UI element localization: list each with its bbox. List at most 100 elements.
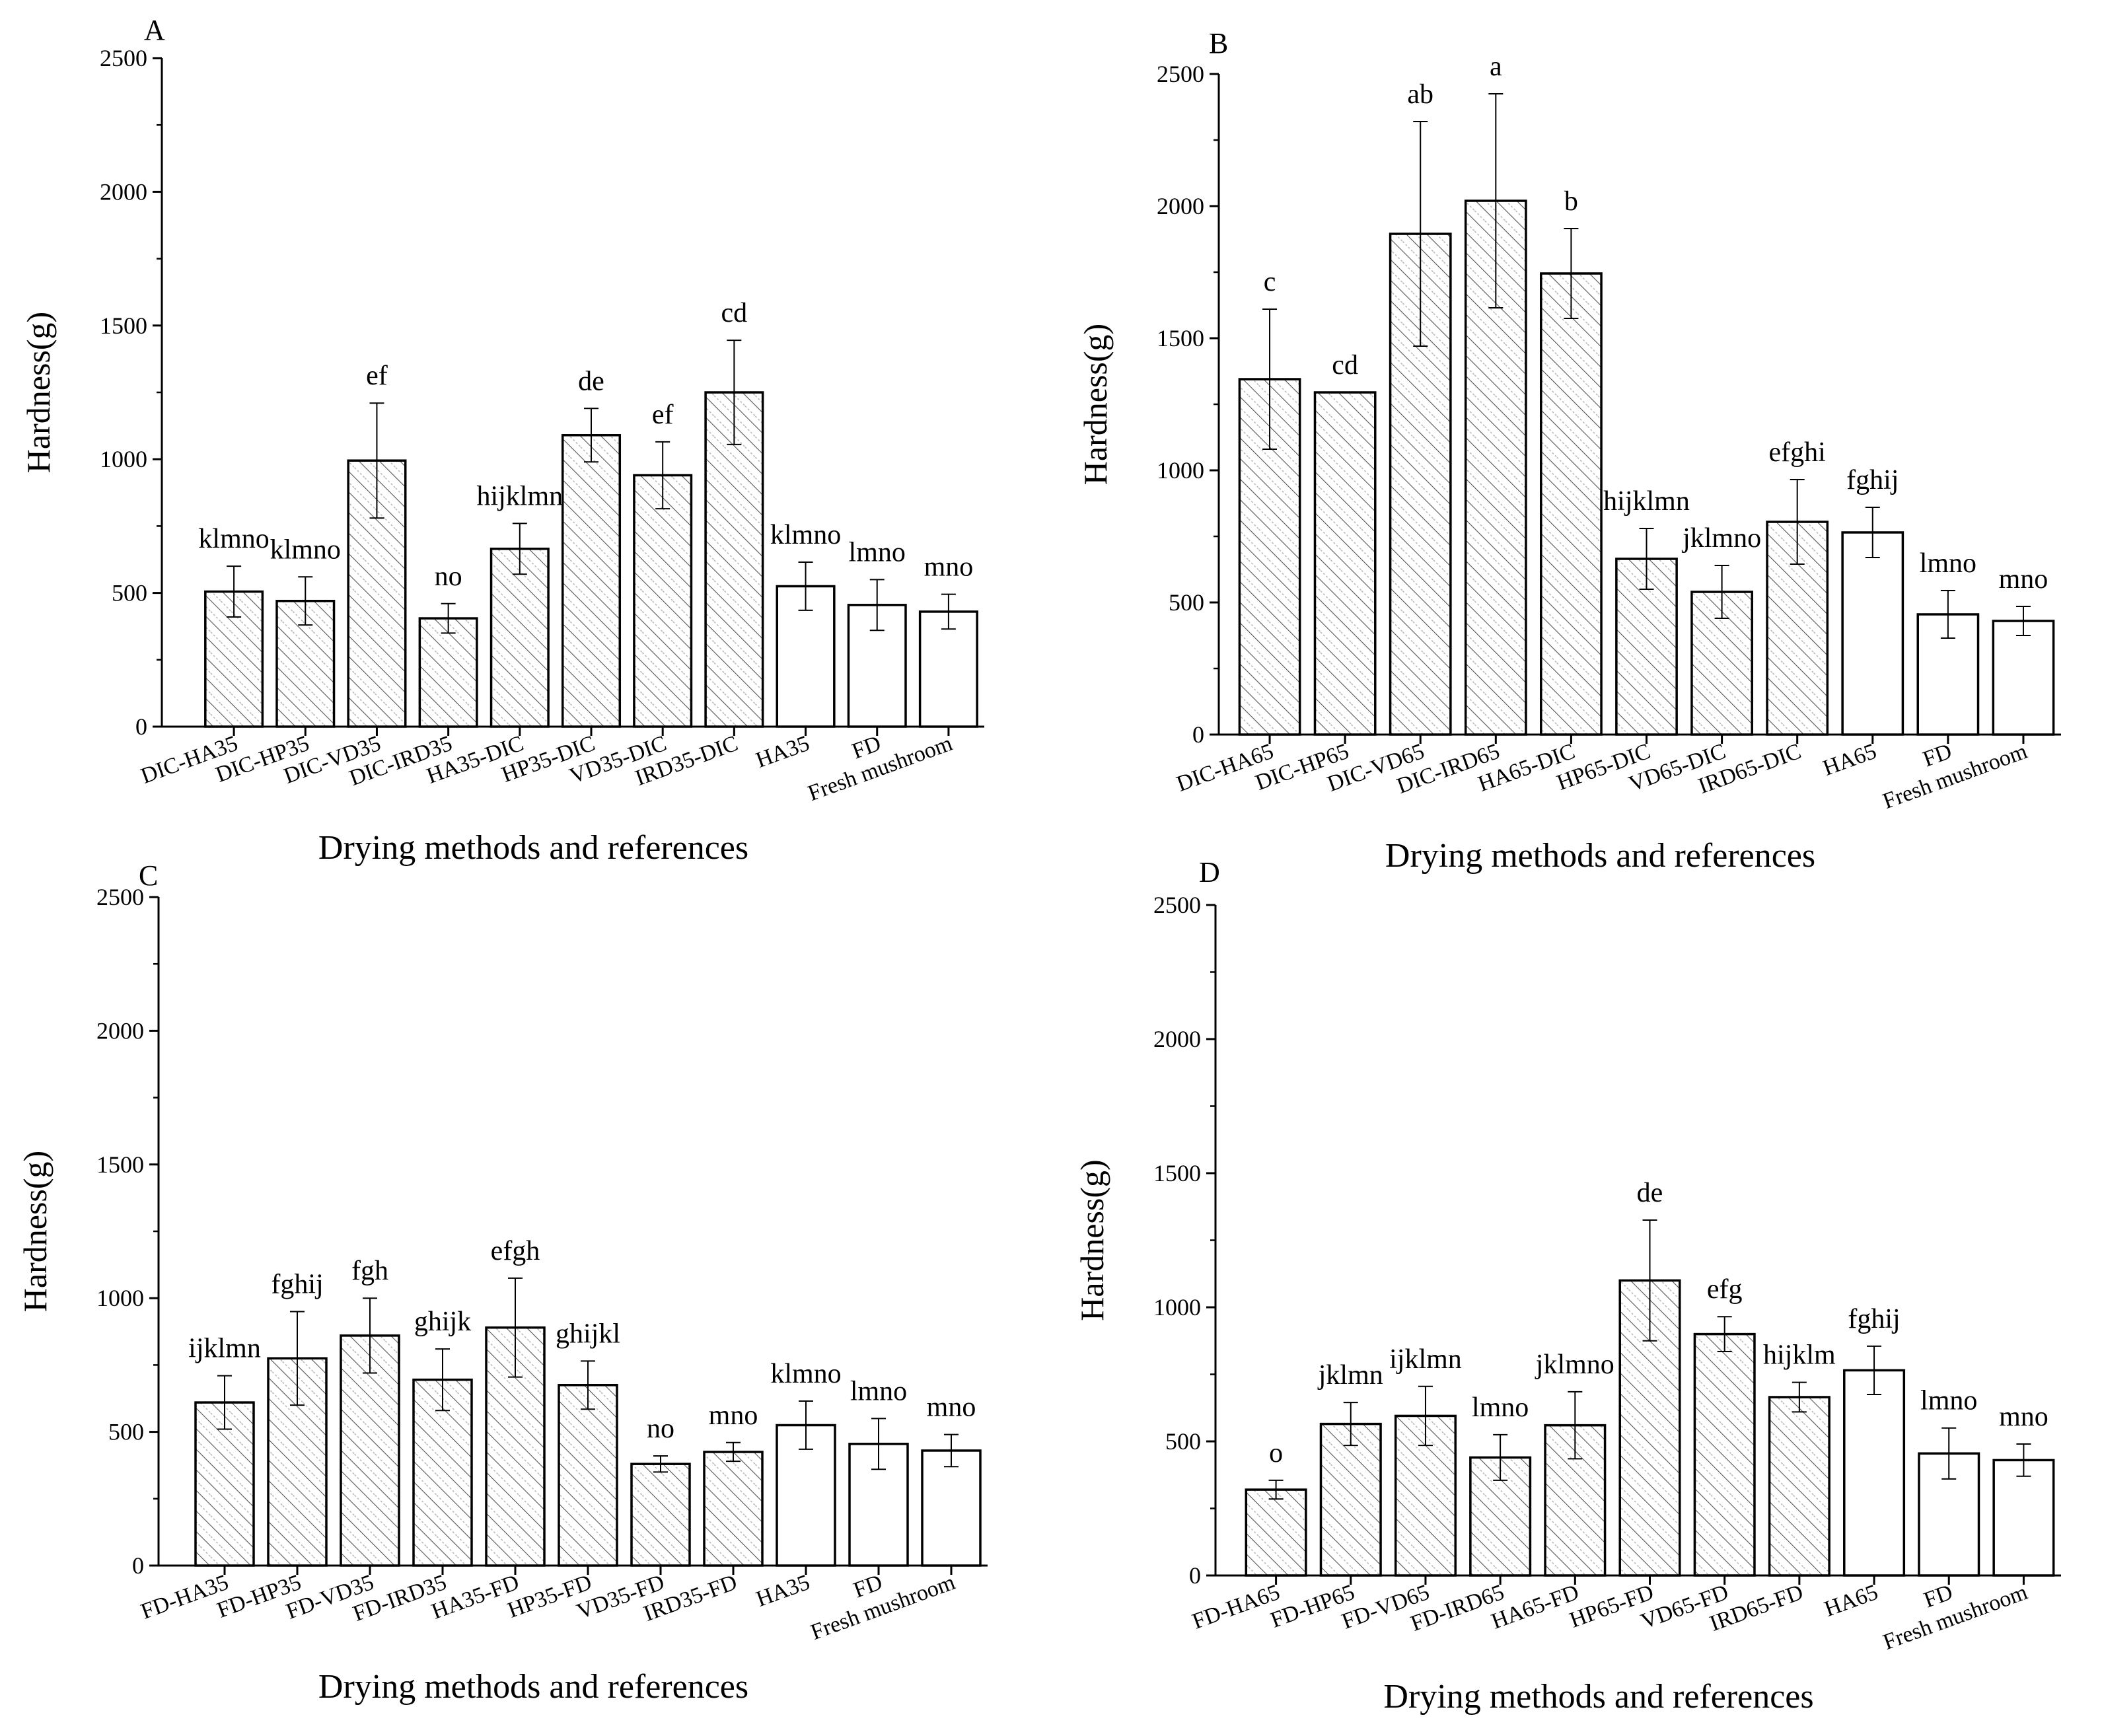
bar-ird35-fd xyxy=(703,1451,764,1567)
bar-dic-ha35 xyxy=(204,590,264,728)
significance-letter: de xyxy=(578,366,604,396)
significance-letter: ijklmn xyxy=(188,1334,261,1364)
significance-letter: jklmno xyxy=(1535,1350,1614,1380)
bar-ird65-fd xyxy=(1768,1396,1830,1577)
bar-ha65-dic xyxy=(1540,272,1603,736)
bar-dic-ird35 xyxy=(418,617,478,728)
y-tick-label: 0 xyxy=(1189,1562,1201,1589)
significance-letter: klmno xyxy=(198,524,269,554)
significance-letter: lmno xyxy=(1472,1392,1529,1423)
significance-letter: cd xyxy=(721,298,748,328)
significance-letter: efg xyxy=(1707,1274,1743,1305)
bar-vd35-dic xyxy=(633,474,693,728)
panel-letter: C xyxy=(139,859,158,892)
x-axis-title: Drying methods and references xyxy=(1385,837,1815,875)
significance-letter: ghijk xyxy=(414,1307,471,1337)
significance-letter: lmno xyxy=(850,1376,907,1406)
significance-letter: mno xyxy=(1999,564,2048,595)
significance-letter: hijklmn xyxy=(476,481,563,511)
bar-fd-hp65 xyxy=(1319,1422,1382,1577)
significance-letter: cd xyxy=(1332,350,1358,380)
y-axis-title: Hardness(g) xyxy=(20,312,57,473)
x-category-label: HA35 xyxy=(753,731,813,773)
significance-letter: lmno xyxy=(1920,548,1976,579)
y-tick-label: 1000 xyxy=(1157,457,1204,484)
bar-fresh-mushroom xyxy=(1992,620,2055,736)
bar-ha35-dic xyxy=(489,548,550,728)
bar-hp35-dic xyxy=(561,434,622,728)
y-tick-label: 1000 xyxy=(1153,1294,1201,1320)
y-tick-label: 2500 xyxy=(100,45,147,71)
y-tick-label: 2000 xyxy=(100,178,147,205)
y-tick-label: 1500 xyxy=(1157,325,1204,351)
significance-letter: hijklm xyxy=(1763,1340,1836,1371)
significance-letter: klmno xyxy=(770,520,841,550)
significance-letter: fghij xyxy=(1846,465,1899,495)
bar-fd-ha65 xyxy=(1245,1488,1307,1577)
significance-letter: fghij xyxy=(1848,1304,1900,1334)
significance-letter: no xyxy=(435,561,462,592)
significance-letter: efghi xyxy=(1769,437,1826,468)
x-category-label: Fresh mushroom xyxy=(805,731,955,806)
significance-letter: jklmno xyxy=(1681,523,1761,554)
y-tick-label: 1500 xyxy=(100,312,147,339)
significance-letter: mno xyxy=(927,1392,976,1423)
y-tick-label: 500 xyxy=(1165,1428,1201,1455)
significance-letter: mno xyxy=(709,1400,758,1431)
significance-letter: hijklmn xyxy=(1603,486,1690,517)
y-tick-label: 2500 xyxy=(96,884,144,910)
significance-letter: b xyxy=(1564,186,1578,217)
y-tick-label: 2000 xyxy=(96,1017,144,1044)
x-category-label: FD-HA65 xyxy=(1189,1580,1283,1634)
y-tick-label: 1500 xyxy=(1153,1160,1201,1186)
panel-a-hardness-chart: A05001000150020002500Hardness(g)klmnoDIC… xyxy=(20,14,984,867)
y-tick-label: 2000 xyxy=(1153,1026,1201,1052)
y-tick-label: 2500 xyxy=(1153,892,1201,918)
bar-fresh-mushroom xyxy=(921,1449,982,1567)
significance-letter: mno xyxy=(1999,1402,2048,1432)
significance-letter: efgh xyxy=(491,1236,540,1266)
panel-b-hardness-chart: B05001000150020002500Hardness(g)cDIC-HA6… xyxy=(1077,27,2061,875)
panel-letter: A xyxy=(144,14,165,46)
y-tick-label: 0 xyxy=(135,713,147,740)
y-tick-label: 0 xyxy=(1192,721,1204,748)
x-category-label: HA35 xyxy=(753,1570,813,1612)
y-tick-label: 1000 xyxy=(100,446,147,472)
x-axis-title: Drying methods and references xyxy=(318,829,748,867)
bar-vd35-fd xyxy=(630,1463,691,1567)
y-tick-label: 1000 xyxy=(96,1285,144,1311)
significance-letter: mno xyxy=(924,552,974,583)
significance-letter: ef xyxy=(652,400,674,430)
bar-ha65 xyxy=(1841,531,1904,736)
significance-letter: jklmn xyxy=(1317,1360,1383,1391)
x-axis-title: Drying methods and references xyxy=(1383,1678,1813,1716)
y-axis-title: Hardness(g) xyxy=(1073,1159,1110,1320)
significance-letter: klmno xyxy=(270,534,341,565)
significance-letter: klmno xyxy=(770,1359,841,1389)
bar-dic-hp65 xyxy=(1313,391,1377,736)
significance-letter: ijklmn xyxy=(1389,1344,1462,1375)
bar-vd65-fd xyxy=(1693,1332,1756,1577)
x-axis-title: Drying methods and references xyxy=(318,1668,748,1706)
panel-letter: D xyxy=(1199,856,1220,888)
significance-letter: fgh xyxy=(351,1256,388,1286)
y-tick-label: 2500 xyxy=(1157,61,1204,87)
panel-letter: B xyxy=(1209,27,1228,59)
x-category-label: Fresh mushroom xyxy=(1880,1580,2031,1655)
bar-hp35-fd xyxy=(558,1384,618,1567)
y-axis-title: Hardness(g) xyxy=(17,1151,54,1312)
significance-letter: ab xyxy=(1407,79,1433,110)
panel-c-hardness-chart: C 0 500 1000 1500 2000 2500 Hardness(g) ijklmn FD… xyxy=(17,859,988,1706)
x-category-label: Fresh mushroom xyxy=(1879,739,2030,814)
y-tick-label: 0 xyxy=(132,1552,144,1579)
significance-letter: a xyxy=(1490,52,1502,82)
significance-letter: o xyxy=(1269,1438,1283,1468)
y-axis-title: Hardness(g) xyxy=(1077,324,1114,485)
bar-fd-vd35 xyxy=(340,1334,400,1567)
x-category-label: HA65 xyxy=(1821,1580,1881,1622)
bar-fresh-mushroom xyxy=(918,610,978,728)
y-tick-label: 500 xyxy=(1169,589,1204,616)
significance-letter: lmno xyxy=(849,537,906,567)
x-category-label: Fresh mushroom xyxy=(807,1570,958,1645)
